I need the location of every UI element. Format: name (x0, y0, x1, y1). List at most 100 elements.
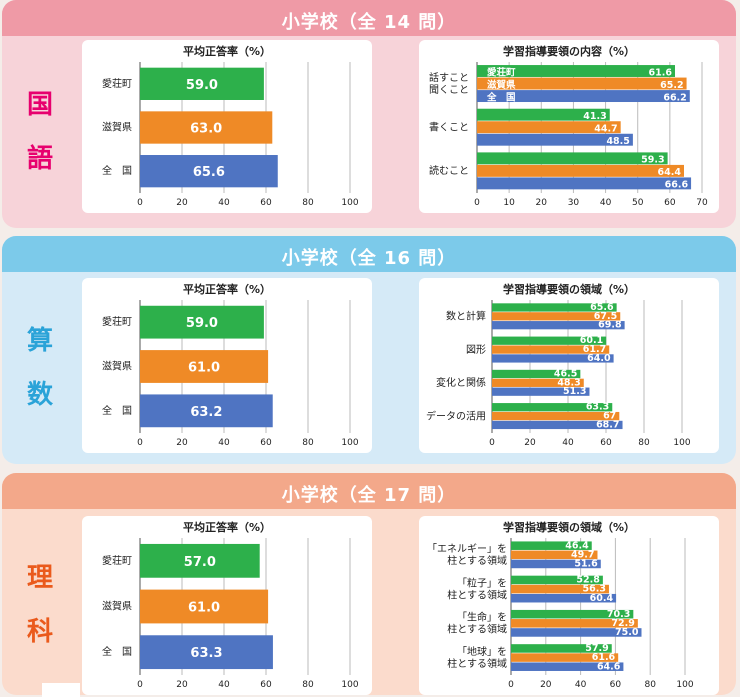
tick-label: 100 (341, 680, 358, 690)
tick-label: 100 (676, 680, 693, 690)
chart-panel-average: 平均正答率（%） 0 20 40 60 80 100 愛荘町 57.0 滋賀県 61.0 全 国 63… (82, 516, 372, 695)
data-label: 57.0 (184, 555, 216, 570)
tick-label: 20 (524, 438, 536, 448)
category-label: 図形 (466, 344, 486, 356)
tick-label: 80 (302, 198, 314, 208)
category-label: 滋賀県 (102, 600, 132, 613)
section-title: 小学校（全 14 問） (2, 8, 736, 34)
category-label: 変化と関係 (436, 376, 486, 389)
tick-label: 40 (562, 438, 574, 448)
subject-char: 算 (20, 314, 60, 368)
bar (477, 165, 684, 177)
tick-label: 40 (218, 438, 230, 448)
tick-label: 10 (503, 198, 515, 208)
category-label: 「エネルギー」を柱とする領域 (427, 543, 507, 567)
category-label: 書くこと (429, 121, 469, 134)
tick-label: 60 (664, 198, 676, 208)
tick-label: 20 (176, 438, 188, 448)
data-label: 51.3 (563, 386, 586, 397)
tick-label: 60 (610, 680, 622, 690)
tick-label: 20 (176, 680, 188, 690)
tick-label: 20 (540, 680, 552, 690)
tick-label: 30 (568, 198, 580, 208)
subject-char: 語 (20, 132, 60, 186)
section-sansu: 小学校（全 16 問） 算 数 平均正答率（%） 0 20 40 60 80 100 愛荘町… (2, 236, 736, 464)
category-label: 全 国 (102, 645, 132, 658)
section-title: 小学校（全 16 問） (2, 244, 736, 270)
tick-label: 100 (341, 438, 358, 448)
data-label: 51.6 (574, 559, 598, 570)
subject-label: 国 語 (20, 78, 60, 186)
tick-label: 50 (632, 198, 644, 208)
section-title: 小学校（全 17 問） (2, 481, 736, 507)
category-label: 愛荘町 (102, 77, 132, 90)
data-label: 63.0 (190, 122, 222, 137)
subject-char: 数 (20, 368, 60, 422)
tick-label: 40 (218, 680, 230, 690)
tick-label: 80 (644, 680, 656, 690)
subject-char: 理 (20, 551, 60, 605)
data-label: 41.3 (583, 111, 606, 122)
chart-panel-content: 学習指導要領の内容（%） 0 10 20 30 40 50 60 70 話すこと聞くこと 61.6… (419, 40, 719, 213)
data-label: 60.4 (590, 593, 614, 604)
category-label: 読むこと (429, 164, 469, 177)
data-label: 69.8 (598, 320, 622, 331)
tick-label: 0 (508, 680, 514, 690)
chart-rika-average: 0 20 40 60 80 100愛荘町 57.0滋賀県 61.0全 国 63.3 (82, 516, 372, 695)
tick-label: 60 (260, 198, 272, 208)
tick-label: 60 (260, 438, 272, 448)
data-label: 65.2 (660, 80, 683, 91)
data-label: 64.4 (658, 167, 682, 178)
category-label: 愛荘町 (102, 554, 132, 567)
data-label: 64.0 (587, 353, 611, 364)
section-kokugo: 小学校（全 14 問） 国 語 平均正答率（%） 0 20 40 60 80 100 愛荘町… (2, 0, 736, 228)
subject-label: 理 科 (20, 551, 60, 659)
data-label: 59.0 (186, 316, 218, 331)
tick-label: 60 (600, 438, 612, 448)
category-label: 「粒子」を柱とする領域 (447, 576, 507, 601)
category-label: 「地球」を柱とする領域 (447, 645, 507, 670)
chart-panel-average: 平均正答率（%） 0 20 40 60 80 100 愛荘町 59.0 滋賀県 63.0 全 国 65… (82, 40, 372, 213)
legend-label: 全 国 (486, 91, 516, 103)
tick-label: 40 (600, 198, 612, 208)
bar (477, 152, 668, 164)
tick-label: 0 (474, 198, 480, 208)
tick-label: 20 (176, 198, 188, 208)
category-label: 全 国 (102, 164, 132, 177)
data-label: 63.3 (190, 646, 222, 661)
tick-label: 100 (341, 198, 358, 208)
tick-label: 0 (137, 680, 143, 690)
chart-panel-domain: 学習指導要領の領域（%） 0 20 40 60 80 100 数と計算 65.6 67.5 69.… (419, 278, 719, 453)
data-label: 44.7 (594, 124, 617, 135)
chart-rika-domain: 0 20 40 60 80 100「エネルギー」を柱とする領域46.449.751.6「粒… (419, 516, 719, 695)
chart-sansu-domain: 0 20 40 60 80 100数と計算65.667.569.8図形60.161.764… (419, 278, 719, 453)
category-label: 愛荘町 (102, 315, 132, 328)
category-label: 数と計算 (446, 310, 486, 323)
tick-label: 100 (673, 438, 690, 448)
tick-label: 0 (489, 438, 495, 448)
chart-sansu-average: 0 20 40 60 80 100 愛荘町 59.0 滋賀県 61.0 全 国 63.2 (82, 278, 372, 453)
data-label: 48.5 (606, 136, 629, 147)
category-label: データの活用 (426, 409, 486, 422)
data-label: 75.0 (615, 627, 639, 638)
tick-label: 0 (137, 438, 143, 448)
legend-label: 愛荘町 (487, 66, 516, 78)
chart-panel-domain: 学習指導要領の領域（%） 0 20 40 60 80 100 「エネルギー」を柱とする領域 4… (419, 516, 719, 695)
legend-label: 滋賀県 (487, 79, 516, 91)
data-label: 65.6 (193, 165, 225, 180)
tick-label: 70 (696, 198, 708, 208)
chart-kokugo-average: 0 20 40 60 80 100 愛荘町 59.0 滋賀県 63.0 全 国 65.6 (82, 40, 372, 213)
data-label: 61.6 (649, 67, 673, 78)
chart-kokugo-content: 0 10 20 30 40 50 60 70 話すこと聞くこと 61.6 愛荘町 65.2 滋賀県 66.… (419, 40, 719, 213)
data-label: 61.0 (188, 361, 220, 376)
bar (477, 177, 691, 189)
subject-char: 科 (20, 605, 60, 659)
category-label: 話すこと聞くこと (429, 71, 469, 96)
data-label: 64.6 (597, 661, 621, 672)
category-label: 全 国 (102, 404, 132, 417)
data-label: 61.0 (188, 601, 220, 616)
chart-panel-average: 平均正答率（%） 0 20 40 60 80 100 愛荘町 59.0 滋賀県 61.0 全 国 63… (82, 278, 372, 453)
tick-label: 0 (137, 198, 143, 208)
category-label: 滋賀県 (102, 360, 132, 373)
tick-label: 80 (638, 438, 650, 448)
